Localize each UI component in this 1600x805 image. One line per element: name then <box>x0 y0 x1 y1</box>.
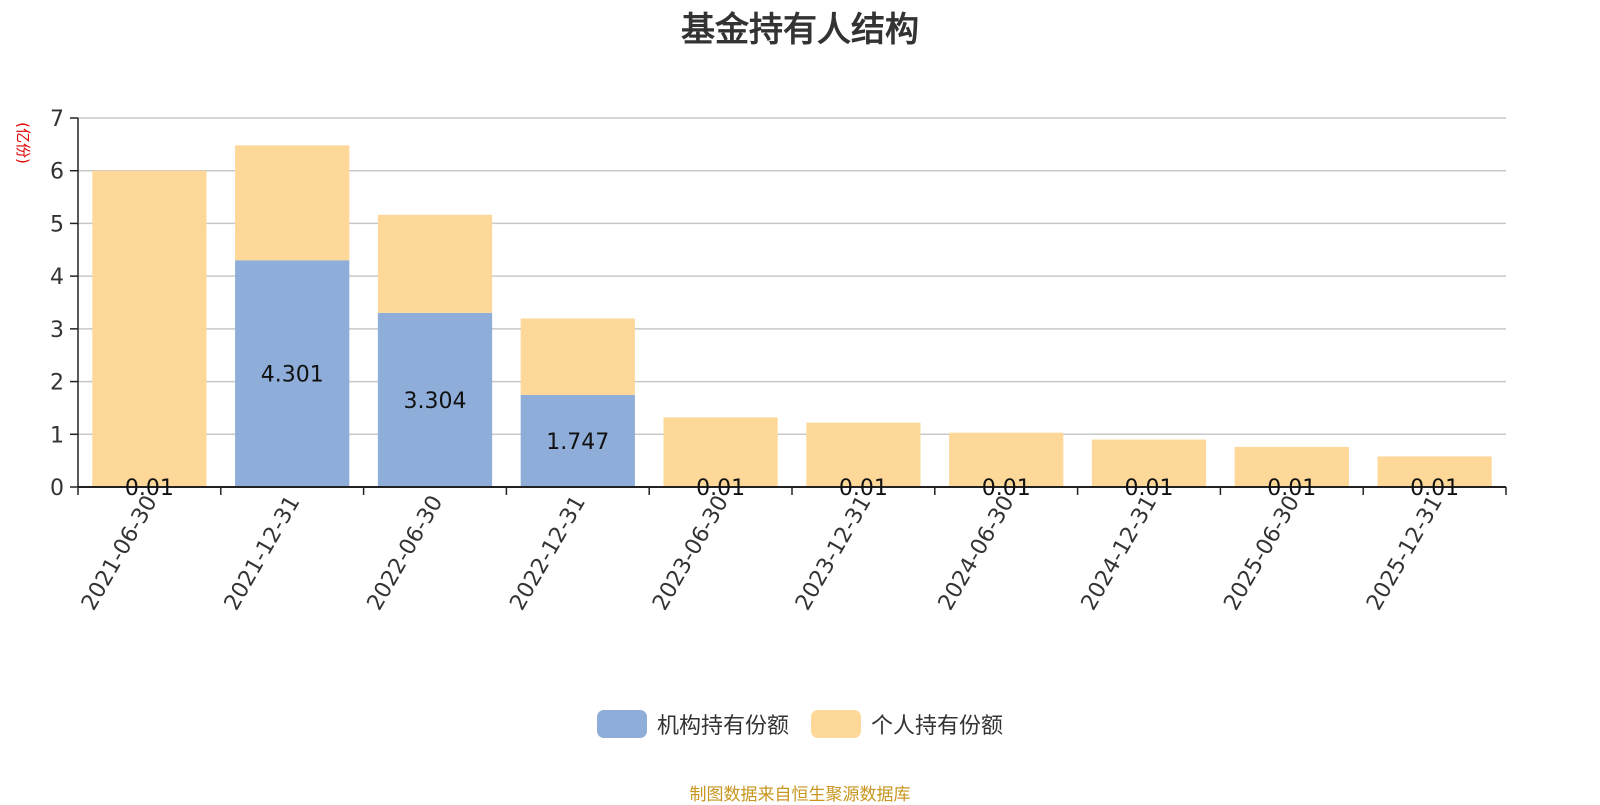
chart-title: 基金持有人结构 <box>681 10 919 50</box>
bar-institution <box>520 394 635 487</box>
data-labels: 0.01 4.301 3.304 1.747 0.01 0.01 0.01 0.01 0.01 0… <box>125 363 1459 501</box>
bar-institution <box>377 312 493 487</box>
x-tick-label: 2024-12-31 <box>1077 492 1163 615</box>
data-label-institution: 0.01 <box>839 476 888 501</box>
data-label-institution: 3.304 <box>404 389 467 414</box>
bar-individual <box>663 417 778 487</box>
legend-swatch-institution <box>596 710 647 738</box>
bar-individual <box>1377 456 1492 487</box>
legend: 机构持有份额 个人持有份额 <box>0 708 1600 740</box>
bars <box>92 145 1492 487</box>
data-label-institution: 1.747 <box>546 430 609 455</box>
data-label-institution: 0.01 <box>1125 476 1174 501</box>
y-tick-label: 6 <box>50 160 64 185</box>
bar-individual <box>1091 439 1207 487</box>
data-label-institution: 4.301 <box>261 363 324 388</box>
bar-individual <box>806 422 921 487</box>
x-tick-label: 2023-06-30 <box>648 492 734 615</box>
bar-individual <box>235 145 350 261</box>
bar-institution <box>235 260 350 487</box>
x-tick-label: 2022-12-31 <box>505 492 591 615</box>
x-tick-label: 2022-06-30 <box>363 492 449 615</box>
y-tick-label: 4 <box>50 265 64 290</box>
x-tick-label: 2021-12-31 <box>220 492 306 615</box>
legend-label-individual: 个人持有份额 <box>871 714 1004 739</box>
bar-individual <box>92 170 207 487</box>
data-label-institution: 0.01 <box>982 476 1031 501</box>
y-tick-label: 7 <box>50 107 64 132</box>
legend-item-individual[interactable]: 个人持有份额 <box>811 708 1003 740</box>
y-tick-label: 0 <box>50 476 64 501</box>
y-tick-label: 2 <box>50 371 64 396</box>
bar-individual <box>520 318 635 395</box>
data-source-note: 制图数据来自恒生聚源数据库 <box>689 785 911 805</box>
x-tick-label: 2025-06-30 <box>1219 492 1305 615</box>
bar-individual <box>377 214 493 313</box>
x-tick-label: 2025-12-31 <box>1362 492 1448 615</box>
y-tick-label: 1 <box>50 423 64 448</box>
y-tick-label: 5 <box>50 212 64 237</box>
y-tick-label: 3 <box>50 318 64 343</box>
bar-individual <box>949 432 1064 487</box>
x-tick-label: 2021-06-30 <box>77 492 163 615</box>
x-tick-label: 2023-12-31 <box>791 492 877 615</box>
legend-swatch-individual <box>811 710 861 738</box>
y-axis-unit-label: (亿份) <box>14 122 32 164</box>
data-label-institution: 0.01 <box>696 476 745 501</box>
bar-individual <box>1234 446 1349 487</box>
data-label-institution: 0.01 <box>1267 476 1316 501</box>
x-tick-label: 2024-06-30 <box>934 491 1020 614</box>
legend-label-institution: 机构持有份额 <box>656 714 789 739</box>
legend-item-institution[interactable]: 机构持有份额 <box>596 708 789 740</box>
data-label-institution: 0.01 <box>1410 476 1459 501</box>
data-label-institution: 0.01 <box>125 476 174 501</box>
